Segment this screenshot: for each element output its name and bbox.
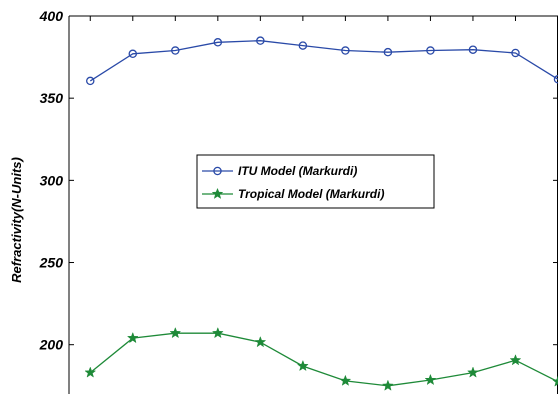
series-line [89,332,558,387]
y-tick-label: 250 [39,255,64,271]
data-point [468,45,478,54]
legend-box [196,154,435,209]
series-layer [84,36,558,391]
data-point [256,36,265,45]
series-line [89,40,558,82]
data-point [511,48,520,58]
data-point [509,354,522,366]
data-point [339,374,352,386]
data-point [382,379,394,391]
data-point [426,46,435,55]
y-tick-label: 350 [40,90,64,106]
legend-label: ITU Model (Markurdi) [238,164,357,178]
data-point [298,41,308,50]
data-point [213,38,223,47]
data-point [424,373,437,386]
data-point [169,326,182,339]
y-tick-label: 300 [40,172,64,188]
y-tick-label: 400 [39,8,64,24]
data-point [128,49,138,59]
data-point [341,46,350,55]
data-point [84,366,97,378]
data-point [466,366,479,378]
legend-label: Tropical Model (Markurdi) [238,187,384,201]
legend-marker [213,166,222,176]
series-2 [84,326,558,391]
series-1 [86,36,558,86]
data-point [383,47,393,57]
legend: ITU Model (Markurdi) Tropical Model (Mark… [196,154,435,209]
data-point [552,375,558,387]
data-point [254,335,267,348]
y-tick-label: 200 [39,337,64,353]
data-point [126,331,139,344]
legend-marker [211,187,224,199]
data-point [553,75,558,84]
data-point [296,359,309,372]
data-point [211,326,224,339]
axes: 200 250 300 350 400 Refractivity(N-Units) [9,8,558,394]
data-point [86,76,95,86]
y-axis-title: Refractivity(N-Units) [9,157,24,283]
data-point [171,46,180,55]
